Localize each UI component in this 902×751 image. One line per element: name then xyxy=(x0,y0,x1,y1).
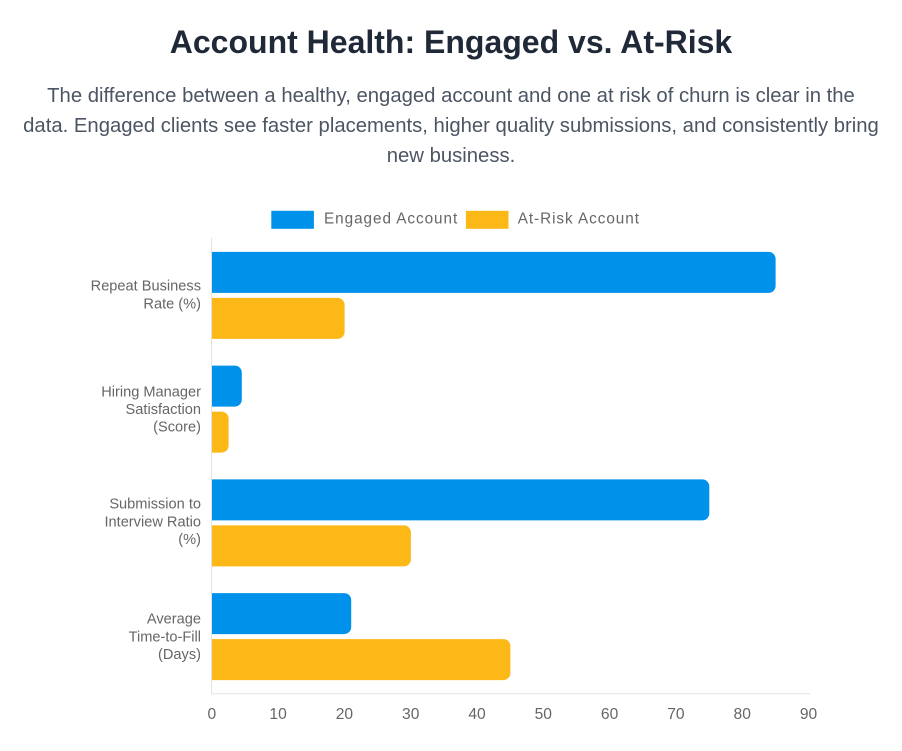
svg-text:Repeat Business: Repeat Business xyxy=(91,279,201,295)
svg-text:50: 50 xyxy=(535,706,553,723)
svg-text:90: 90 xyxy=(800,706,818,723)
svg-text:Submission to: Submission to xyxy=(109,497,201,513)
svg-text:30: 30 xyxy=(402,706,420,723)
svg-text:(Days): (Days) xyxy=(158,647,201,663)
svg-text:0: 0 xyxy=(207,706,216,723)
svg-text:(%): (%) xyxy=(178,532,201,548)
svg-text:40: 40 xyxy=(468,706,486,723)
svg-text:Engaged Account: Engaged Account xyxy=(324,211,458,228)
svg-text:20: 20 xyxy=(336,706,354,723)
svg-text:At-Risk Account: At-Risk Account xyxy=(518,211,640,228)
svg-text:Satisfaction: Satisfaction xyxy=(126,402,201,418)
svg-text:70: 70 xyxy=(667,706,685,723)
svg-text:Interview Ratio: Interview Ratio xyxy=(104,514,201,530)
svg-text:Rate (%): Rate (%) xyxy=(143,296,201,312)
svg-text:80: 80 xyxy=(734,706,752,723)
svg-text:(Score): (Score) xyxy=(153,419,201,435)
svg-text:10: 10 xyxy=(269,706,287,723)
svg-text:60: 60 xyxy=(601,706,619,723)
svg-text:Time-to-Fill: Time-to-Fill xyxy=(129,629,201,645)
svg-text:Hiring Manager: Hiring Manager xyxy=(101,384,201,400)
svg-text:Average: Average xyxy=(147,612,201,628)
